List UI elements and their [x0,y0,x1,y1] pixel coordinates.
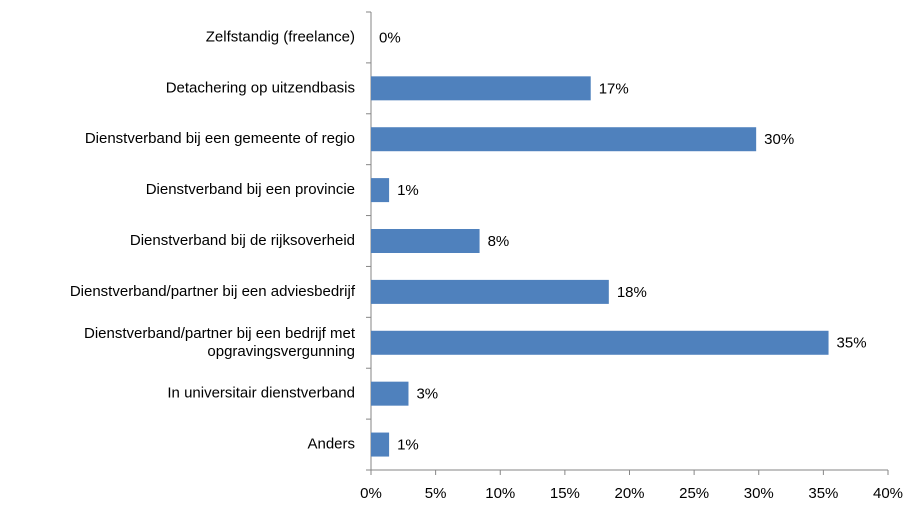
value-label: 17% [599,80,629,97]
value-label: 30% [764,131,794,148]
y-tick-label: Dienstverband bij een gemeente of regio [85,130,355,147]
bar [371,178,390,203]
bar [371,330,829,355]
x-tick-label: 30% [744,485,774,502]
y-tick-label: Dienstverband bij de rijksoverheid [130,232,355,249]
bar [371,229,480,253]
x-tick-label: 25% [679,485,709,502]
y-tick-label: In universitair dienstverband [167,385,355,402]
y-tick-label: Zelfstandig (freelance) [206,28,355,45]
y-tick-label: Anders [307,436,355,453]
x-tick-label: 35% [808,485,838,502]
bar [371,127,757,152]
value-label: 3% [416,386,438,403]
y-tick-label: Dienstverband bij een provincie [146,181,355,198]
value-label: 0% [379,29,401,46]
value-label: 35% [837,335,867,352]
bar [371,76,591,101]
x-tick-label: 0% [360,485,382,502]
value-label: 1% [397,437,419,454]
y-tick-label: Dienstverband/partner bij een adviesbedr… [70,283,356,300]
value-label: 18% [617,284,647,301]
value-label: 1% [397,182,419,199]
x-tick-label: 5% [425,485,447,502]
x-tick-label: 10% [485,485,515,502]
x-tick-label: 15% [550,485,580,502]
y-tick-label: Detachering op uitzendbasis [166,79,355,96]
y-tick-label: Dienstverband/partner bij een bedrijf me… [84,325,356,360]
bar [371,432,390,457]
bar [371,279,609,304]
x-tick-label: 20% [614,485,644,502]
value-label: 8% [488,233,510,250]
x-tick-label: 40% [873,485,903,502]
bar [371,381,409,406]
